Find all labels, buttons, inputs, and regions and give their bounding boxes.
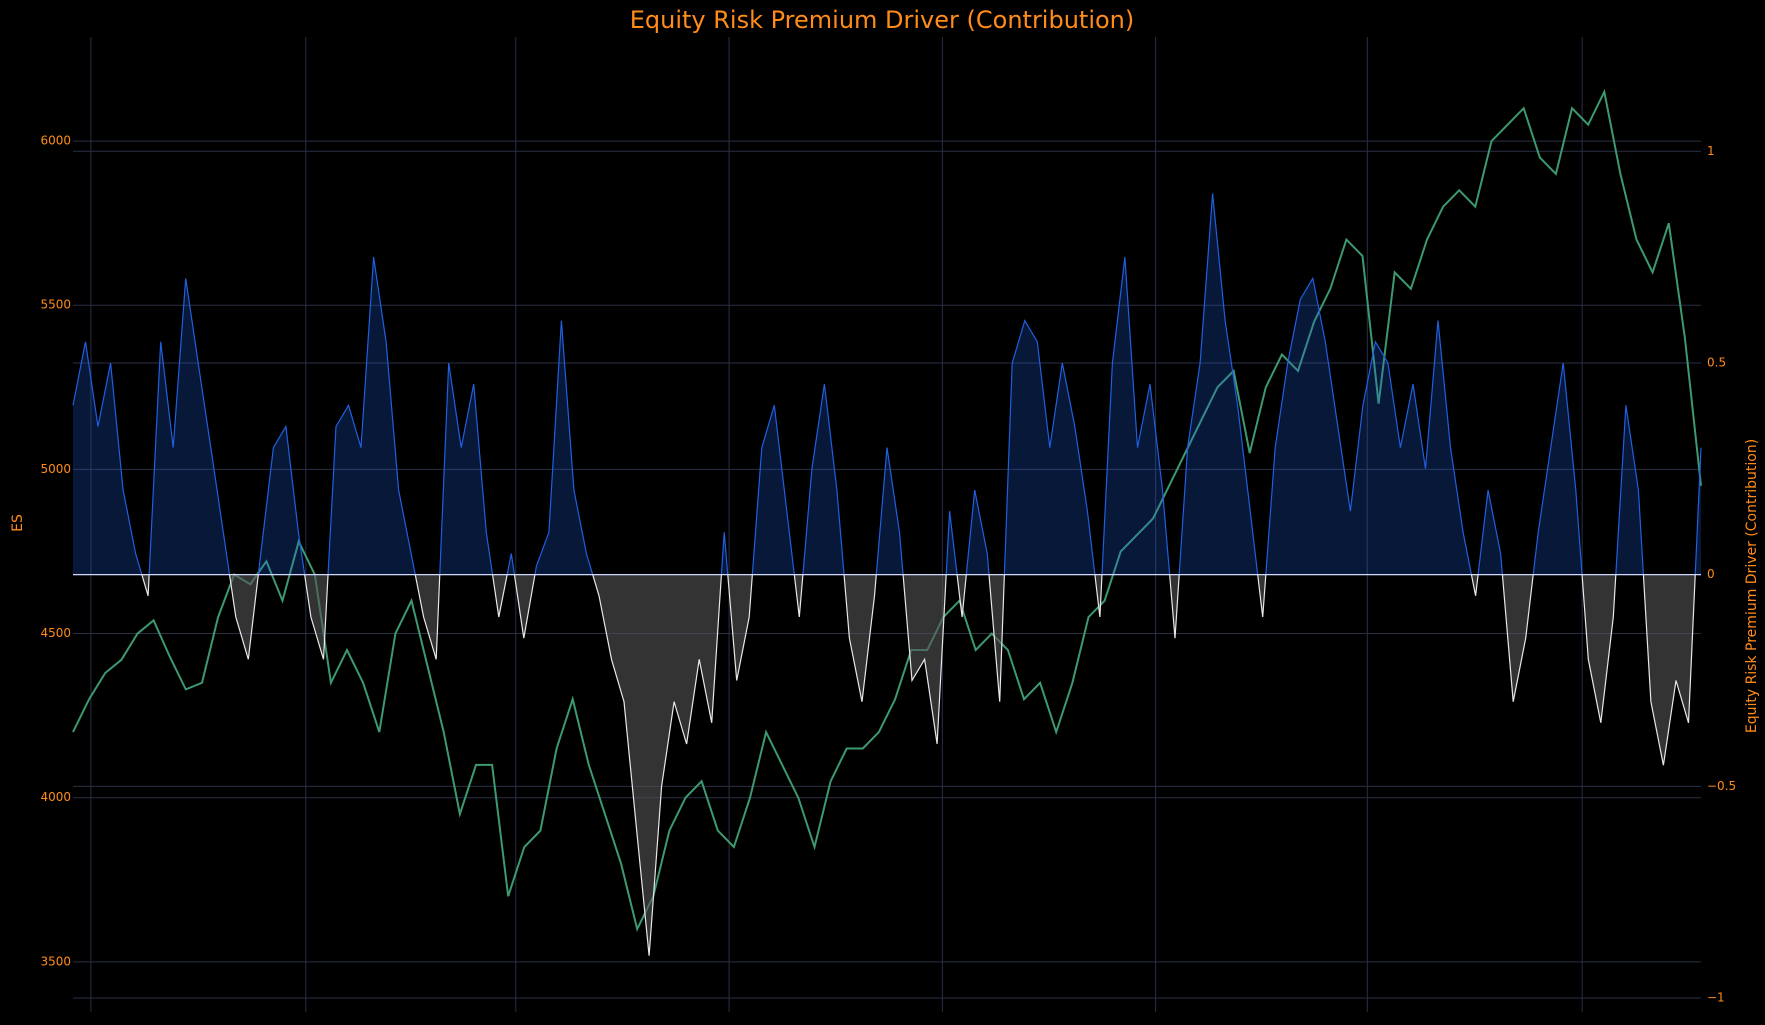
y2-tick-label: −0.5 [1707, 779, 1736, 793]
y2-tick-label: 0 [1707, 567, 1715, 581]
line-positive [72, 193, 1702, 575]
y-tick-label: 3500 [40, 954, 71, 968]
price-line [72, 88, 1702, 933]
y2-tick-label: 0.5 [1707, 355, 1726, 369]
y-tick-label: 5500 [40, 298, 71, 312]
y-axis-label: ES [10, 514, 26, 532]
y-tick-label: 4500 [40, 626, 71, 640]
y2-tick-label: 1 [1707, 144, 1715, 158]
y-tick-label: 5000 [40, 462, 71, 476]
y-tick-label: 4000 [40, 790, 71, 804]
chart-title: Equity Risk Premium Driver (Contribution… [630, 6, 1135, 34]
y2-tick-label: −1 [1707, 991, 1725, 1005]
y-tick-label: 6000 [40, 134, 71, 148]
area-negative [73, 574, 1701, 956]
y2-axis-label: Equity Risk Premium Driver (Contribution… [1744, 439, 1760, 733]
area-positive [73, 193, 1701, 575]
